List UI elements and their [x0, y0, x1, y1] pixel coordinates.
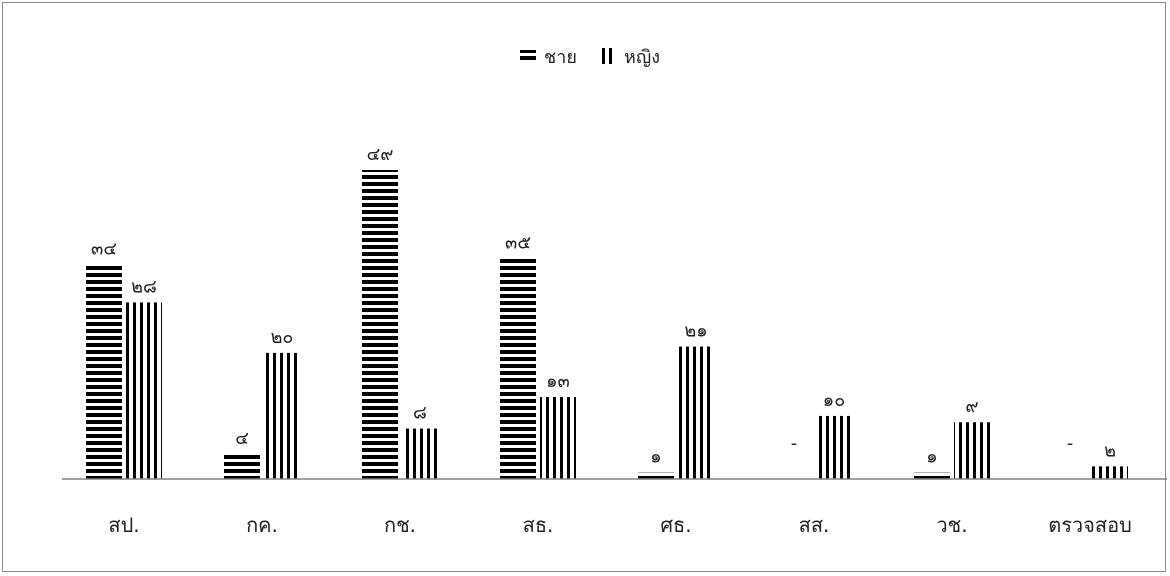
- category-label-6: วช.: [936, 513, 967, 537]
- value-label-male-5: -: [791, 433, 798, 454]
- value-label-male-1: ๔: [235, 428, 249, 449]
- bar-female-1: [264, 352, 300, 479]
- category-label-2: กช.: [384, 513, 416, 537]
- bar-male-6: [914, 472, 950, 479]
- bar-male-0: [86, 264, 122, 479]
- value-label-female-3: ๑๓: [546, 371, 570, 392]
- value-label-female-2: ๘: [413, 403, 427, 424]
- bar-female-5: [816, 415, 852, 479]
- value-label-male-4: ๑: [650, 447, 661, 468]
- bar-male-4: [638, 472, 674, 479]
- category-label-4: ศธ.: [660, 513, 691, 537]
- bar-female-3: [540, 397, 576, 479]
- bar-female-6: [954, 422, 990, 479]
- category-label-1: กค.: [246, 513, 278, 537]
- value-label-female-0: ๒๘: [131, 276, 157, 297]
- bar-female-4: [678, 346, 714, 479]
- value-label-male-2: ๔๙: [367, 144, 394, 165]
- legend-label-female: หญิง: [624, 47, 660, 68]
- bar-male-2: [362, 170, 398, 479]
- value-label-female-4: ๒๑: [684, 321, 707, 342]
- value-label-male-0: ๓๔: [91, 239, 117, 260]
- value-label-female-6: ๙: [965, 396, 978, 417]
- value-label-female-5: ๑๐: [823, 390, 845, 411]
- legend-label-male: ชาย: [544, 47, 577, 68]
- category-label-3: สธ.: [523, 513, 554, 537]
- value-label-female-1: ๒๐: [271, 327, 294, 348]
- category-label-0: สป.: [108, 513, 139, 537]
- bar-female-2: [402, 428, 438, 479]
- legend-swatch-female: [599, 48, 613, 64]
- value-label-male-3: ๓๕: [505, 232, 531, 253]
- legend: ชาย หญิง: [520, 47, 660, 68]
- category-label-5: สส.: [799, 513, 830, 537]
- legend-swatch-male: [520, 50, 536, 62]
- bar-female-7: [1092, 466, 1128, 479]
- bar-female-0: [126, 302, 162, 479]
- value-label-male-6: ๑: [926, 447, 937, 468]
- category-label-7: ตรวจสอบ: [1048, 513, 1132, 537]
- value-label-male-7: -: [1067, 433, 1074, 454]
- value-label-female-7: ๒: [1104, 440, 1116, 461]
- bar-male-1: [224, 453, 260, 479]
- bars-layer: [86, 170, 1128, 479]
- category-labels-layer: สป. กค. กช. สธ. ศธ. สส. วช. ตรวจสอบ: [108, 513, 1131, 537]
- bar-male-3: [500, 258, 536, 479]
